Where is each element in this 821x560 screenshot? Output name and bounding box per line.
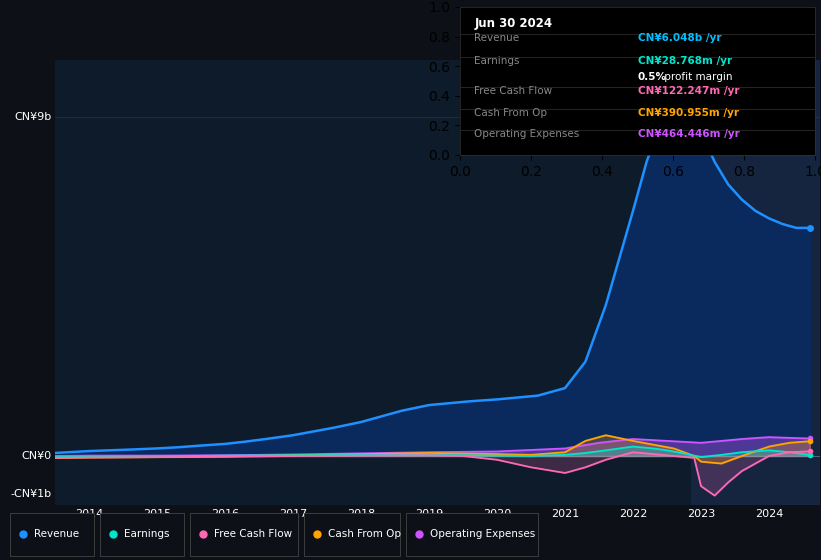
Text: Free Cash Flow: Free Cash Flow <box>475 86 553 96</box>
Text: CN¥0: CN¥0 <box>21 451 51 461</box>
Text: CN¥464.446m /yr: CN¥464.446m /yr <box>637 129 739 139</box>
Text: Revenue: Revenue <box>475 32 520 43</box>
Text: profit margin: profit margin <box>661 72 732 82</box>
Text: Operating Expenses: Operating Expenses <box>430 529 535 539</box>
Text: Revenue: Revenue <box>34 529 79 539</box>
Text: CN¥390.955m /yr: CN¥390.955m /yr <box>637 108 739 118</box>
FancyBboxPatch shape <box>190 514 298 556</box>
Text: Earnings: Earnings <box>475 56 520 66</box>
Text: Jun 30 2024: Jun 30 2024 <box>475 17 553 30</box>
Text: CN¥28.768m /yr: CN¥28.768m /yr <box>637 56 732 66</box>
Text: -CN¥1b: -CN¥1b <box>10 489 51 499</box>
FancyBboxPatch shape <box>100 514 184 556</box>
FancyBboxPatch shape <box>10 514 94 556</box>
Text: CN¥122.247m /yr: CN¥122.247m /yr <box>637 86 739 96</box>
Text: CN¥9b: CN¥9b <box>14 111 51 122</box>
Bar <box>690 60 820 505</box>
Text: Operating Expenses: Operating Expenses <box>475 129 580 139</box>
Text: Cash From Op: Cash From Op <box>328 529 401 539</box>
Text: Cash From Op: Cash From Op <box>475 108 548 118</box>
Text: Earnings: Earnings <box>124 529 169 539</box>
FancyBboxPatch shape <box>406 514 538 556</box>
Text: Free Cash Flow: Free Cash Flow <box>214 529 292 539</box>
Text: CN¥6.048b /yr: CN¥6.048b /yr <box>637 32 721 43</box>
FancyBboxPatch shape <box>304 514 400 556</box>
Text: 0.5%: 0.5% <box>637 72 667 82</box>
